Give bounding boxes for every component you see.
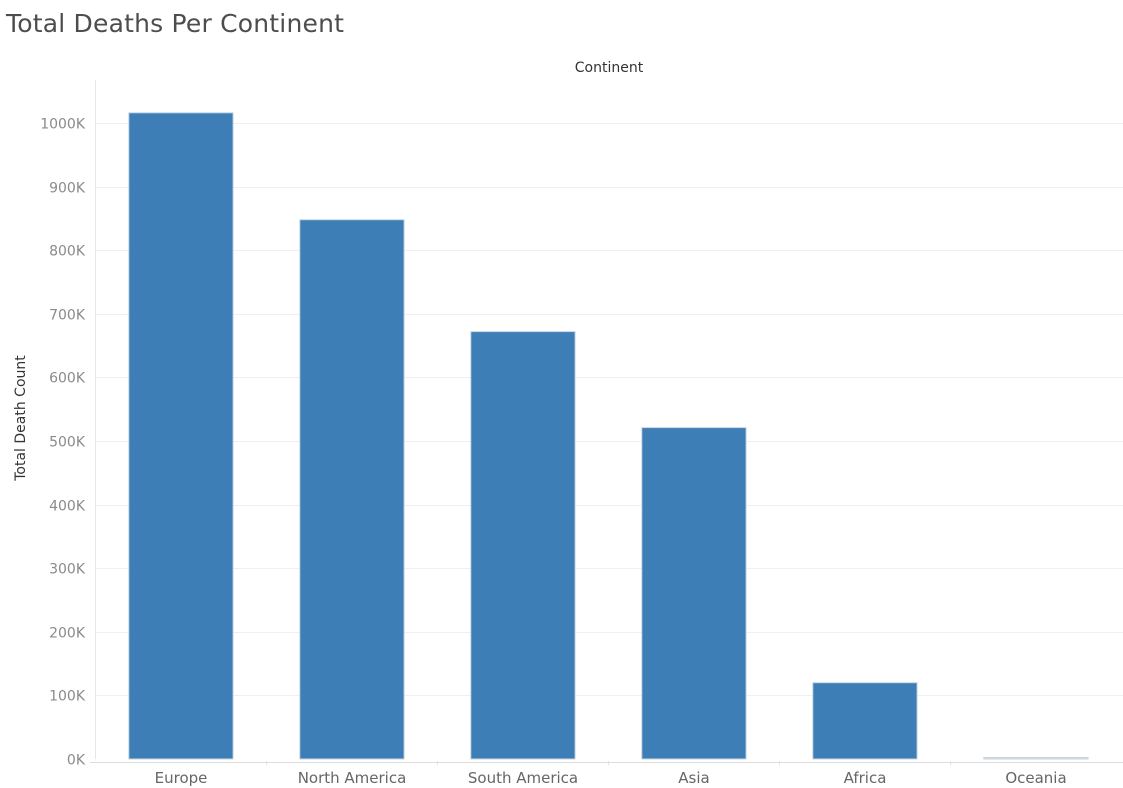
bars	[128, 112, 1089, 760]
bar-south-america[interactable]	[470, 331, 576, 760]
y-tick-label: 100K	[49, 689, 86, 705]
y-tick-label: 300K	[49, 562, 86, 578]
x-axis-header: Continent	[574, 60, 644, 76]
x-tick-label: Africa	[844, 769, 887, 787]
axis-lines	[90, 80, 1123, 765]
x-tick-label: Oceania	[1005, 769, 1066, 787]
x-tick-label: North America	[298, 769, 407, 787]
y-tick-label: 0K	[67, 753, 86, 769]
y-tick-label: 1000K	[40, 117, 86, 133]
bar-asia[interactable]	[641, 427, 747, 760]
bar-africa[interactable]	[812, 682, 918, 760]
x-tick-label: Asia	[678, 769, 709, 787]
x-tick-label: Europe	[155, 769, 208, 787]
y-tick-label: 200K	[49, 626, 86, 642]
bar-north-america[interactable]	[299, 219, 405, 760]
grid-lines	[95, 123, 1123, 696]
bar-oceania[interactable]	[983, 757, 1089, 760]
x-tick-label: South America	[468, 769, 578, 787]
y-tick-label: 500K	[49, 435, 86, 451]
y-tick-label: 800K	[49, 244, 86, 260]
bar-europe[interactable]	[128, 112, 234, 760]
y-axis-ticks: 0K 100K 200K 300K 400K 500K 600K 700K 800K 900K 10…	[40, 117, 86, 769]
chart-title: Total Deaths Per Continent	[6, 9, 345, 38]
y-tick-label: 900K	[49, 181, 86, 197]
y-tick-label: 400K	[49, 499, 86, 515]
y-tick-label: 700K	[49, 308, 86, 324]
y-tick-label: 600K	[49, 371, 86, 387]
x-axis-ticks: Europe North America South America Asia Afri…	[155, 769, 1067, 787]
